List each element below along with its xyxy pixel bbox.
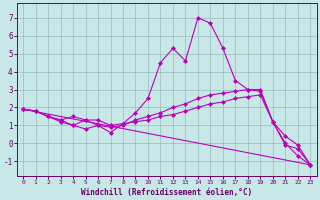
- X-axis label: Windchill (Refroidissement éolien,°C): Windchill (Refroidissement éolien,°C): [81, 188, 252, 197]
